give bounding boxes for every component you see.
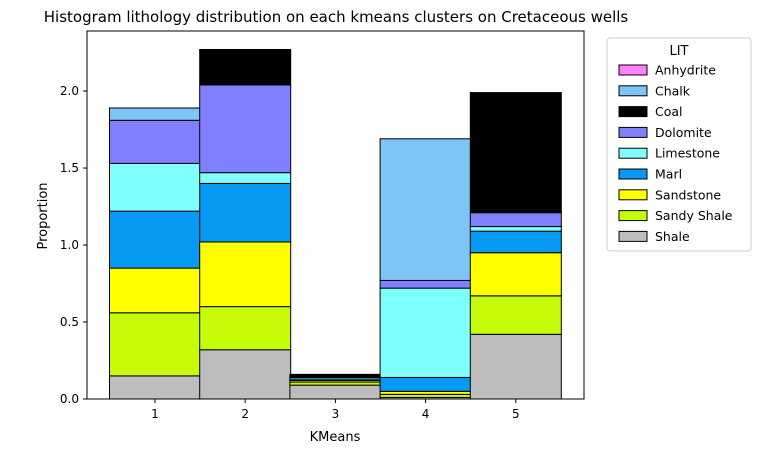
bar-segment-shale-cluster-1 xyxy=(109,375,201,400)
legend-swatch-dolomite xyxy=(618,126,648,138)
bar-segment-sandstone-cluster-2 xyxy=(199,241,292,308)
legend-swatch-chalk xyxy=(618,85,648,97)
bar-segment-coal-cluster-3 xyxy=(289,373,382,378)
bar-segment-shale-cluster-5 xyxy=(469,333,562,400)
bar-segment-marl-cluster-2 xyxy=(199,182,292,243)
legend-label-marl: Marl xyxy=(655,167,682,182)
y-tick-label: 1.0 xyxy=(60,238,79,252)
bar-segment-coal-cluster-5 xyxy=(469,92,562,214)
x-tick-label: 4 xyxy=(422,407,430,421)
bar-segment-marl-cluster-4 xyxy=(379,376,472,392)
x-tick-label: 3 xyxy=(332,407,340,421)
legend: LIT Anhydrite Chalk Coal Dolomite Limestone M… xyxy=(606,37,752,252)
bar-segment-chalk-cluster-4 xyxy=(379,138,472,281)
bar-segment-dolomite-cluster-5 xyxy=(469,212,562,228)
x-axis-label: KMeans xyxy=(310,430,361,445)
legend-label-coal: Coal xyxy=(655,104,683,119)
legend-label-sandstone: Sandstone xyxy=(655,187,721,202)
bar-segment-coal-cluster-2 xyxy=(199,48,292,86)
x-axis: 1 2 3 4 5 xyxy=(151,399,520,421)
legend-swatch-coal xyxy=(618,106,648,118)
x-tick-label: 2 xyxy=(241,407,249,421)
bar-segment-limestone-cluster-5 xyxy=(469,226,562,232)
legend-swatch-sandy-shale xyxy=(618,210,648,222)
bar-segment-dolomite-cluster-4 xyxy=(379,279,472,289)
bar-segment-marl-cluster-1 xyxy=(109,210,201,269)
bar-segment-limestone-cluster-4 xyxy=(379,287,472,378)
legend-label-anhydrite: Anhydrite xyxy=(655,63,716,78)
bar-segment-limestone-cluster-1 xyxy=(109,162,201,212)
legend-swatch-marl xyxy=(618,168,648,180)
y-tick-label: 1.5 xyxy=(60,161,79,175)
bar-segment-sandy-shale-cluster-2 xyxy=(199,306,292,351)
legend-label-dolomite: Dolomite xyxy=(655,125,712,140)
bar-segment-sandstone-cluster-1 xyxy=(109,267,201,314)
x-tick-label: 5 xyxy=(512,407,520,421)
legend-swatch-shale xyxy=(618,230,648,242)
legend-items: Anhydrite Chalk Coal Dolomite Limestone Marl S… xyxy=(618,63,733,244)
x-tick-label: 1 xyxy=(151,407,159,421)
legend-label-sandy-shale: Sandy Shale xyxy=(655,208,733,223)
legend-label-chalk: Chalk xyxy=(655,83,691,98)
y-tick-label: 0.5 xyxy=(60,315,79,329)
bar-segment-limestone-cluster-2 xyxy=(199,172,292,184)
bar-segment-sandy-shale-cluster-1 xyxy=(109,312,201,377)
legend-swatch-limestone xyxy=(618,147,648,159)
bar-segment-sandstone-cluster-5 xyxy=(469,252,562,297)
y-tick-label: 2.0 xyxy=(60,84,79,98)
bar-segment-sandy-shale-cluster-5 xyxy=(469,295,562,335)
bar-segment-chalk-cluster-1 xyxy=(109,107,201,121)
bar-segment-shale-cluster-3 xyxy=(289,384,382,400)
bar-segment-shale-cluster-2 xyxy=(199,349,292,400)
legend-swatch-sandstone xyxy=(618,189,648,201)
bar-stack-group xyxy=(109,48,562,400)
chart-title: Histogram lithology distribution on each… xyxy=(44,8,629,26)
y-axis-label: Proportion xyxy=(36,182,51,249)
bar-segment-marl-cluster-5 xyxy=(469,230,562,254)
y-axis: 0.0 0.5 1.0 1.5 2.0 xyxy=(60,84,87,406)
legend-swatch-anhydrite xyxy=(618,64,648,76)
legend-label-limestone: Limestone xyxy=(655,146,720,161)
legend-label-shale: Shale xyxy=(655,229,690,244)
bar-segment-dolomite-cluster-2 xyxy=(199,84,292,174)
legend-title: LIT xyxy=(669,44,688,59)
bar-segment-dolomite-cluster-1 xyxy=(109,119,201,164)
y-tick-label: 0.0 xyxy=(60,392,79,406)
